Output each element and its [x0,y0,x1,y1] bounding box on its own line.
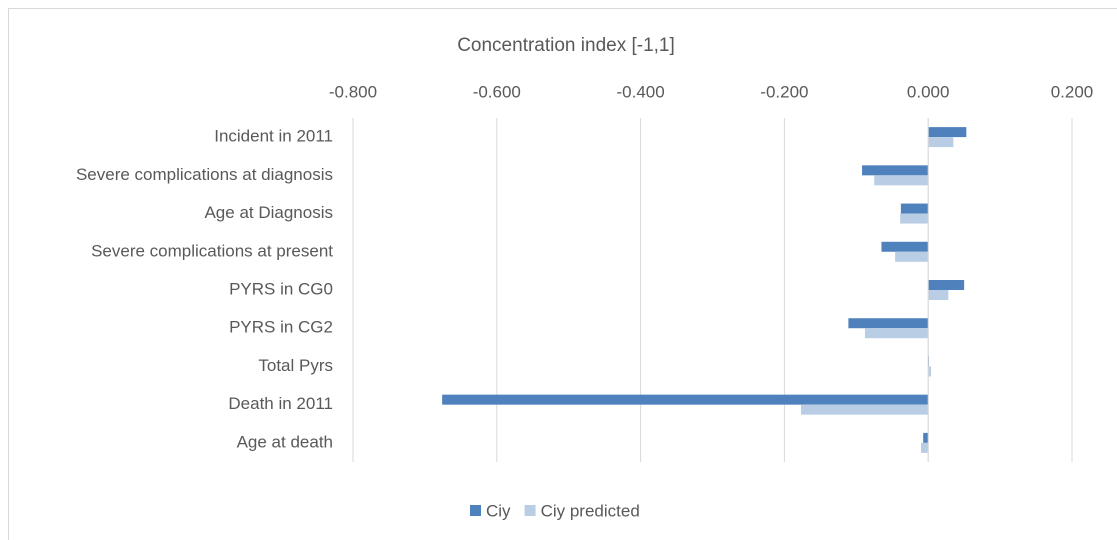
bar [928,290,949,300]
y-tick-label: Death in 2011 [228,394,333,413]
legend-label: Ciy [486,501,511,520]
bar [900,213,929,224]
bar [928,366,932,377]
y-tick-label: Severe complications at diagnosis [76,165,333,184]
bar [848,318,929,329]
legend-swatch [470,505,481,516]
x-tick-label: 0.200 [1051,82,1094,101]
y-tick-label: PYRS in CG0 [229,279,333,298]
bar [881,241,929,252]
chart-title: Concentration index [-1,1] [457,35,675,56]
y-tick-label: Age at death [237,432,333,451]
bar [800,404,929,415]
bar [921,442,929,453]
x-tick-label: -0.400 [616,82,664,101]
y-tick-label: Incident in 2011 [214,127,333,146]
bar [928,127,967,138]
bar [442,394,929,405]
bar [900,203,929,214]
bar [874,175,929,186]
x-tick-label: -0.200 [760,82,808,101]
bar [862,165,929,176]
legend-label: Ciy predicted [541,501,640,520]
bar [895,251,929,262]
x-tick-label: -0.800 [329,82,377,101]
legend-swatch [524,505,536,516]
y-tick-label: Severe complications at present [91,241,333,260]
y-tick-label: PYRS in CG2 [229,318,333,337]
chart-frame [8,8,1117,540]
bar [928,137,954,148]
y-tick-label: Age at Diagnosis [204,203,333,222]
y-tick-label: Total Pyrs [258,356,333,375]
x-tick-label: -0.600 [473,82,521,101]
bar [923,432,929,443]
bar [928,280,965,290]
bar [864,328,929,339]
x-tick-label: 0.000 [907,82,950,101]
